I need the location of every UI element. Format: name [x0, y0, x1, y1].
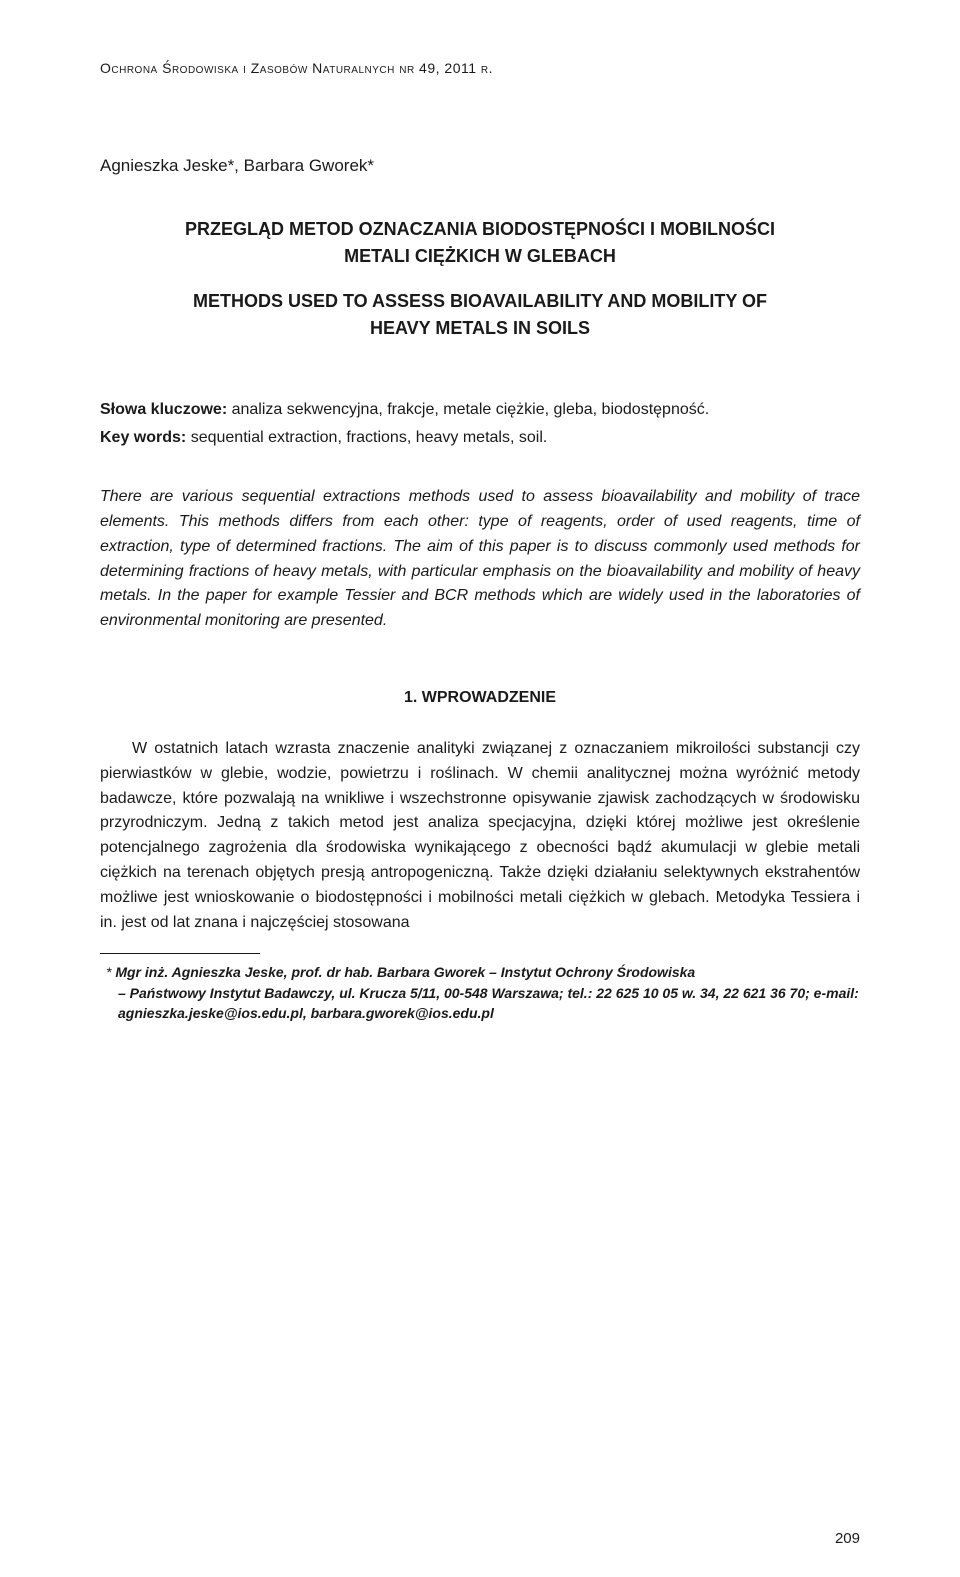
body-paragraph: W ostatnich latach wzrasta znaczenie ana…	[100, 737, 860, 935]
footnote-authors: Mgr inż. Agnieszka Jeske, prof. dr hab. …	[115, 964, 695, 980]
title-english: Methods used to assess bioavailability a…	[100, 288, 860, 342]
keywords-en-label: Key words:	[100, 429, 186, 446]
title-pl-line2: metali ciężkich w glebach	[344, 246, 616, 266]
section-heading: 1. WPROWADZENIE	[100, 689, 860, 707]
keywords-block: Słowa kluczowe: analiza sekwencyjna, fra…	[100, 397, 860, 450]
footnote-marker: *	[106, 964, 115, 980]
title-en-line2: heavy metals in soils	[370, 318, 590, 338]
footnote-affiliation: – Państwowy Instytut Badawczy, ul. Krucz…	[118, 985, 859, 1021]
page-number: 209	[835, 1530, 860, 1547]
keywords-pl-text: analiza sekwencyjna, frakcje, metale cię…	[227, 401, 709, 418]
keywords-en-text: sequential extraction, fractions, heavy …	[186, 429, 547, 446]
authors: Agnieszka Jeske*, Barbara Gworek*	[100, 156, 860, 176]
footnote-divider	[100, 953, 260, 954]
footnote: * Mgr inż. Agnieszka Jeske, prof. dr hab…	[100, 962, 860, 1023]
keywords-pl-label: Słowa kluczowe:	[100, 401, 227, 418]
title-polish: Przegląd metod oznaczania biodostępności…	[100, 216, 860, 270]
journal-header: Ochrona Środowiska i Zasobów Naturalnych…	[100, 60, 860, 76]
keywords-polish: Słowa kluczowe: analiza sekwencyjna, fra…	[100, 397, 860, 423]
title-en-line1: Methods used to assess bioavailability a…	[193, 291, 767, 311]
abstract: There are various sequential extractions…	[100, 485, 860, 634]
title-pl-line1: Przegląd metod oznaczania biodostępności…	[185, 219, 775, 239]
keywords-english: Key words: sequential extraction, fracti…	[100, 425, 860, 451]
